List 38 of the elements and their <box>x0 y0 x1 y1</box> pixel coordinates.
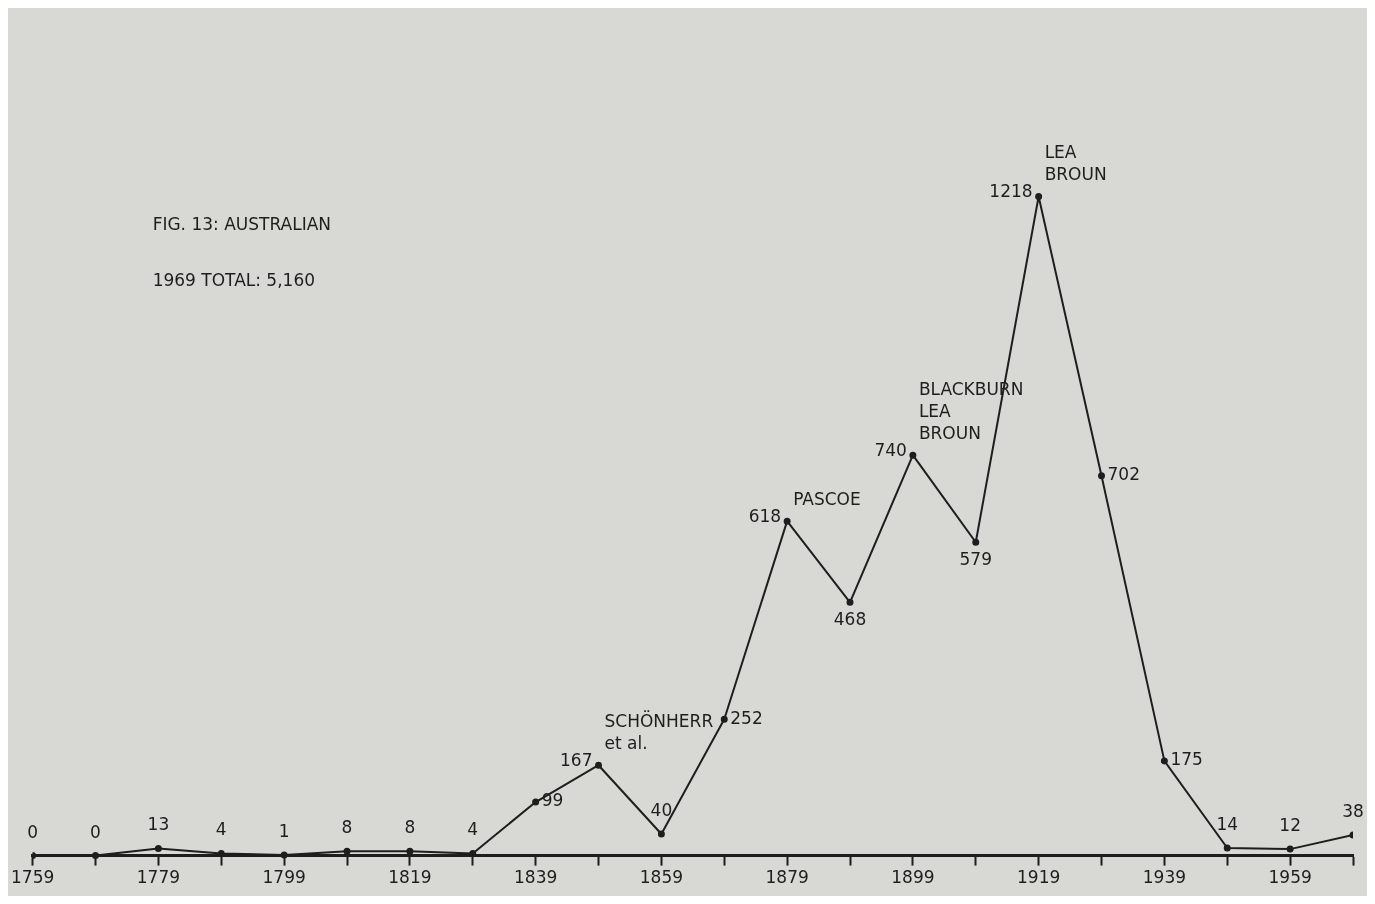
x-tick-label: 1899 <box>891 867 935 888</box>
data-label: 468 <box>833 609 867 630</box>
x-tick-label: 1879 <box>765 867 809 888</box>
x-tick-label: 1919 <box>1016 867 1061 888</box>
data-label: 702 <box>1107 464 1140 485</box>
data-label: 252 <box>730 707 763 728</box>
x-tick-label: 1759 <box>11 867 55 888</box>
x-tick-label: 1939 <box>1142 867 1187 888</box>
data-label: 740 <box>874 439 907 460</box>
x-tick-label: 1959 <box>1268 867 1312 888</box>
data-label: 175 <box>1170 749 1203 770</box>
data-label: 0 <box>27 821 39 842</box>
data-label: 14 <box>1216 813 1239 834</box>
data-label: 167 <box>560 749 593 770</box>
annotation: SCHÖNHERR et al. <box>604 710 714 754</box>
data-label: 4 <box>215 819 227 840</box>
data-label: 8 <box>341 817 353 838</box>
x-tick-label: 1799 <box>262 867 306 888</box>
data-label: 0 <box>90 821 101 842</box>
data-label: 13 <box>147 814 170 835</box>
annotation: PASCOE <box>793 489 861 510</box>
data-label: 99 <box>541 790 564 811</box>
data-label: 12 <box>1279 815 1301 836</box>
data-label: 1218 <box>989 180 1033 201</box>
data-label: 8 <box>404 817 416 838</box>
data-label: 4 <box>467 819 479 840</box>
data-label: 579 <box>959 549 992 570</box>
data-label: 618 <box>748 505 782 526</box>
data-label: 38 <box>1342 800 1364 821</box>
annotation: LEA BROUN <box>1044 142 1107 185</box>
x-tick-label: 1859 <box>639 867 684 888</box>
data-label: 1 <box>278 820 290 841</box>
x-tick-label: 1779 <box>136 867 181 888</box>
data-label: 40 <box>650 799 673 820</box>
text: FIG. 13: AUSTRALIAN <box>152 214 332 234</box>
x-tick-label: 1839 <box>514 867 558 888</box>
x-tick-label: 1819 <box>388 867 432 888</box>
text: 1969 TOTAL: 5,160 <box>152 270 316 290</box>
